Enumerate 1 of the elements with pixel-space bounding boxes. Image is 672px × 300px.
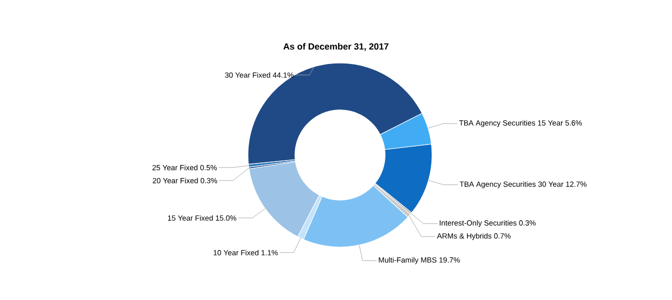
chart-title: As of December 31, 2017 (283, 43, 388, 51)
